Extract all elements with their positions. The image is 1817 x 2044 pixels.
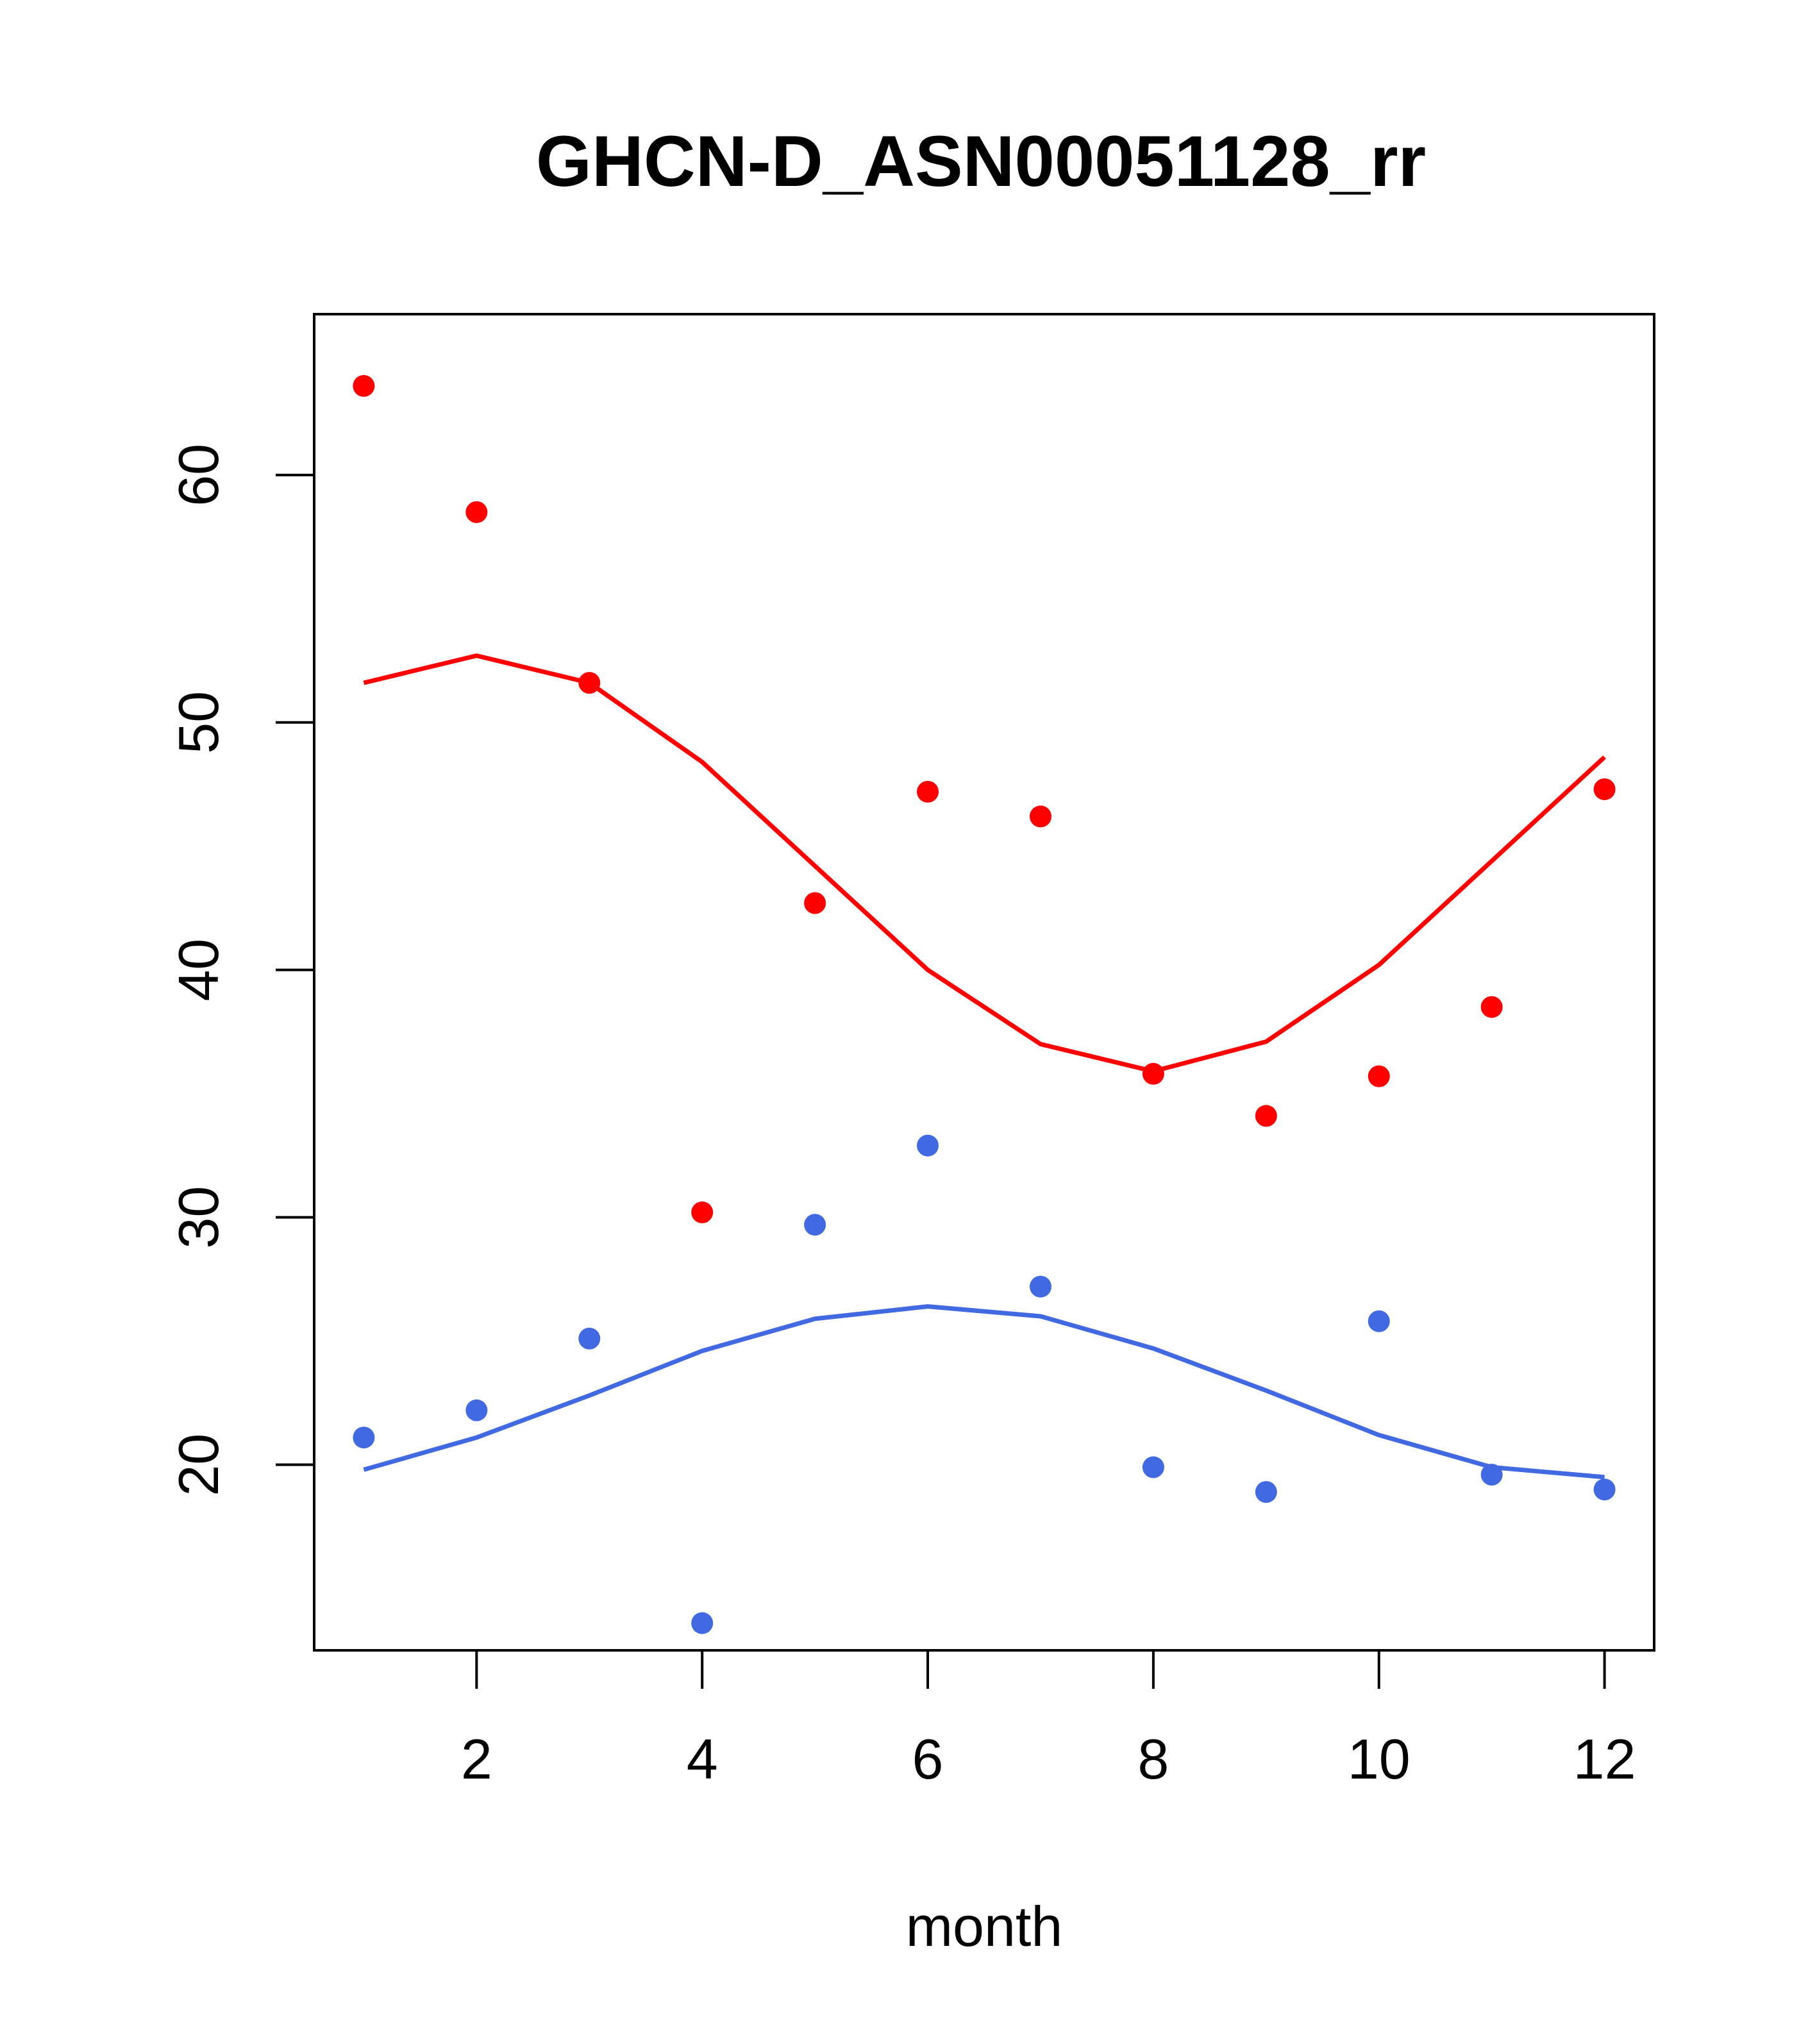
series-1-point [917,780,939,803]
x-tick-label: 10 [1348,1727,1411,1791]
series-2-point [465,1399,488,1421]
series-2-point [1142,1456,1164,1479]
series-2-point [1593,1479,1616,1501]
chart-title: GHCN-D_ASN00051128_rr [536,121,1426,201]
series-1-point [1480,996,1503,1018]
series-2-line [363,1304,1605,1480]
x-axis: 2 4 6 8 10 12 [461,1650,1636,1791]
y-tick-label: 40 [167,939,230,1001]
x-tick-label: 2 [461,1727,492,1791]
x-axis-label: month [906,1895,1063,1958]
series-1-point [465,501,488,523]
y-tick-label: 50 [167,691,230,754]
series-1-line [363,653,1606,1074]
series-2-point [1029,1275,1051,1298]
x-tick-label: 6 [912,1727,944,1791]
series-2-point [1368,1310,1390,1332]
series-1-point [353,374,375,397]
x-tick-label: 4 [687,1727,718,1791]
y-tick-label: 20 [167,1434,230,1496]
series-1-point [1142,1062,1164,1085]
series-2-point [1480,1463,1503,1486]
series-1-point [691,1201,714,1223]
series-1-point [1255,1105,1277,1127]
series-layer [353,374,1616,1634]
y-tick-label: 30 [167,1186,230,1249]
series-2-point [804,1214,826,1236]
series-1-point [1029,805,1051,828]
series-1-point [1368,1065,1390,1087]
series-2-point [353,1427,375,1449]
series-1-point [804,892,826,914]
series-2-point [917,1134,939,1157]
y-axis: 20 30 40 50 60 [167,444,314,1496]
plot-frame [313,313,1655,1652]
series-2-point [691,1612,714,1634]
series-1-point [578,672,601,694]
x-tick-label: 12 [1573,1727,1636,1791]
y-tick-label: 60 [167,444,230,507]
series-1-point [1593,778,1616,800]
series-2-point [1255,1481,1277,1504]
x-tick-label: 8 [1137,1727,1169,1791]
series-2-point [578,1327,601,1350]
